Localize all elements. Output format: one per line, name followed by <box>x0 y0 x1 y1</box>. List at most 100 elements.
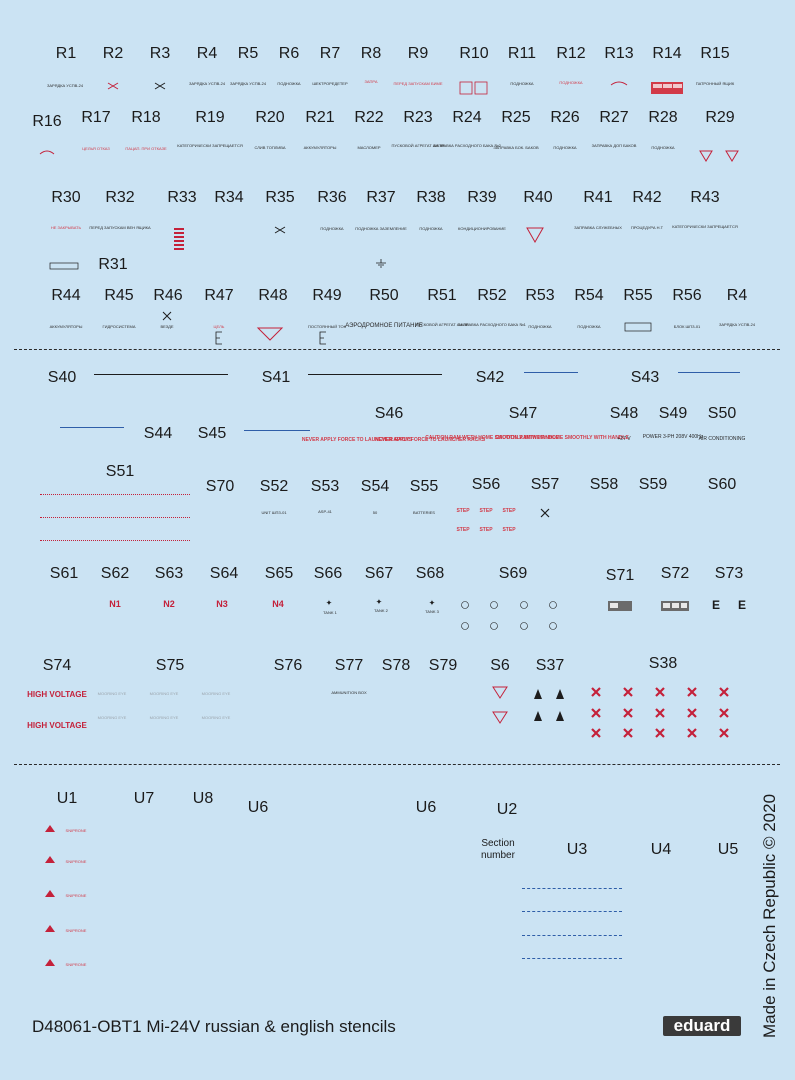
label-r49: R49 <box>312 287 342 304</box>
panel-icon <box>608 601 632 611</box>
label-r38: R38 <box>416 189 446 206</box>
label-r52: R52 <box>477 287 507 304</box>
blue-stencil-lines <box>522 958 622 965</box>
stencil-r4-repeat: ЗАРЯДКА УСПВ-24 <box>718 322 756 327</box>
stencil-r6: ПОДНОЖКА <box>277 81 301 86</box>
stencil-r46: ВЕЗДЕ <box>160 324 174 329</box>
label-r4-repeat: R4 <box>726 287 748 304</box>
label-r6: R6 <box>278 45 300 62</box>
brand-logo: eduard <box>663 1016 741 1036</box>
stencil-s52: UNIT ШПЗ-01 <box>261 510 287 515</box>
red-list-icon <box>174 228 184 250</box>
label-r34: R34 <box>214 189 244 206</box>
label-r21: R21 <box>305 109 335 126</box>
stencil-r54: ПОДНОЖКА <box>577 324 601 329</box>
label-r12: R12 <box>556 45 586 62</box>
stencil-s56-f: STEP <box>502 527 516 533</box>
label-r35: R35 <box>265 189 295 206</box>
label-s53: S53 <box>310 478 340 495</box>
stencil-s66: TANK 1 <box>323 610 337 615</box>
stencil-r22: МАСЛОМЕР <box>357 145 381 150</box>
label-s71: S71 <box>605 567 635 584</box>
label-s68: S68 <box>415 565 445 582</box>
label-s66: S66 <box>313 565 343 582</box>
label-r39: R39 <box>467 189 497 206</box>
stencil-s68: TANK 3 <box>425 609 439 614</box>
label-r22: R22 <box>354 109 384 126</box>
label-s77: S77 <box>334 657 364 674</box>
label-u3: U3 <box>566 841 588 858</box>
stencil-s75-b: MOORING EYE <box>149 691 179 696</box>
label-r33: R33 <box>167 189 197 206</box>
label-s74: S74 <box>42 657 72 674</box>
stencil-s77: AMMUNITION BOX <box>331 690 367 695</box>
stencil-s56-c: STEP <box>502 508 516 514</box>
stencil-r17: ЦЕЛЬЯ ОТКАЗ <box>82 146 110 151</box>
label-r42: R42 <box>632 189 662 206</box>
label-r44: R44 <box>51 287 81 304</box>
stencil-s67: TANK 2 <box>374 608 388 613</box>
red-arrow-icon <box>39 150 55 155</box>
label-s55: S55 <box>409 478 439 495</box>
stencil-r52: ЗАПРАВКА РАСХОДНОГО БАКА №1 <box>458 322 526 327</box>
stencil-r12: ПОДНОЖКА <box>559 80 583 85</box>
sheet-title: D48061-OBT1 Mi-24V russian & english ste… <box>32 1017 396 1036</box>
label-s73: S73 <box>714 565 744 582</box>
stencil-s48: +27 V <box>617 436 631 442</box>
red-stencil-lines <box>40 494 190 501</box>
stencil-s49: POWER 3-PH 208V 400Hz <box>642 434 704 440</box>
stencil-r21: АККУМУЛЯТОРЫ <box>303 145 337 150</box>
stencil-r45: ГИДРОСИСТЕМА <box>102 324 136 329</box>
stencil-u1-b: SNIPRONE <box>65 859 87 864</box>
stencil-r30: НЕ ЗАКРЫВАТЬ <box>50 225 82 230</box>
label-r54: R54 <box>574 287 604 304</box>
red-shield-icon <box>492 686 508 724</box>
label-r37: R37 <box>366 189 396 206</box>
red-wing-icon <box>45 959 55 966</box>
stencil-u1-e: SNIPRONE <box>65 962 87 967</box>
stencil-s47-b: CAUTION RAM WETH HOME SMOOTHLY WITH HAND… <box>495 435 629 441</box>
label-r19: R19 <box>195 109 225 126</box>
box-outline-icon <box>49 262 79 270</box>
stencil-r27: ЗАПРАВКА ДОП БАКОВ <box>591 143 637 148</box>
label-u4: U4 <box>650 841 672 858</box>
red-block-icon <box>651 82 683 94</box>
stencil-u1: SNIPRONE <box>65 828 87 833</box>
label-s57: S57 <box>530 476 560 493</box>
label-r53: R53 <box>525 287 555 304</box>
star-icon: ✦ <box>428 598 436 608</box>
stencil-r36: ПОДНОЖКА <box>320 226 344 231</box>
label-s49: S49 <box>658 405 688 422</box>
stencil-r53: ПОДНОЖКА <box>528 324 552 329</box>
stencil-s75-d: MOORING EYE <box>97 715 127 720</box>
circle-marks-icon <box>461 601 557 630</box>
stencil-s46-b: NEVER APPLY FORCE TO LAUNCHER RACKS <box>374 437 486 443</box>
label-u8: U8 <box>192 790 214 807</box>
label-s60: S60 <box>707 476 737 493</box>
bracket-icon <box>319 331 326 345</box>
stencil-r8: ЗАПРА <box>364 79 378 84</box>
star-icon: ✦ <box>375 597 383 607</box>
stencil-s75-c: MOORING EYE <box>201 691 231 696</box>
stencil-r18: ПАЦАП. ПРИ ОТКАЗЕ <box>125 146 167 151</box>
label-r41: R41 <box>583 189 613 206</box>
label-r30: R30 <box>51 189 81 206</box>
label-r14: R14 <box>652 45 682 62</box>
stencil-s75-e: MOORING EYE <box>149 715 179 720</box>
stencil-s63: N2 <box>163 599 175 609</box>
cross-mark-icon <box>154 82 166 90</box>
blue-stencil-lines <box>522 888 622 895</box>
label-s64: S64 <box>209 565 239 582</box>
stencil-r9: ПЕРЕД ЗАПУСКАМ БИМЕ <box>393 81 443 86</box>
label-r16: R16 <box>32 113 62 130</box>
label-s56: S56 <box>471 476 501 493</box>
label-r50: R50 <box>369 287 399 304</box>
label-s59: S59 <box>638 476 668 493</box>
label-s62: S62 <box>100 565 130 582</box>
label-s70: S70 <box>205 478 235 495</box>
label-r17: R17 <box>81 109 111 126</box>
label-r5: R5 <box>237 45 259 62</box>
label-u6-b: U6 <box>415 799 437 816</box>
label-s63: S63 <box>154 565 184 582</box>
